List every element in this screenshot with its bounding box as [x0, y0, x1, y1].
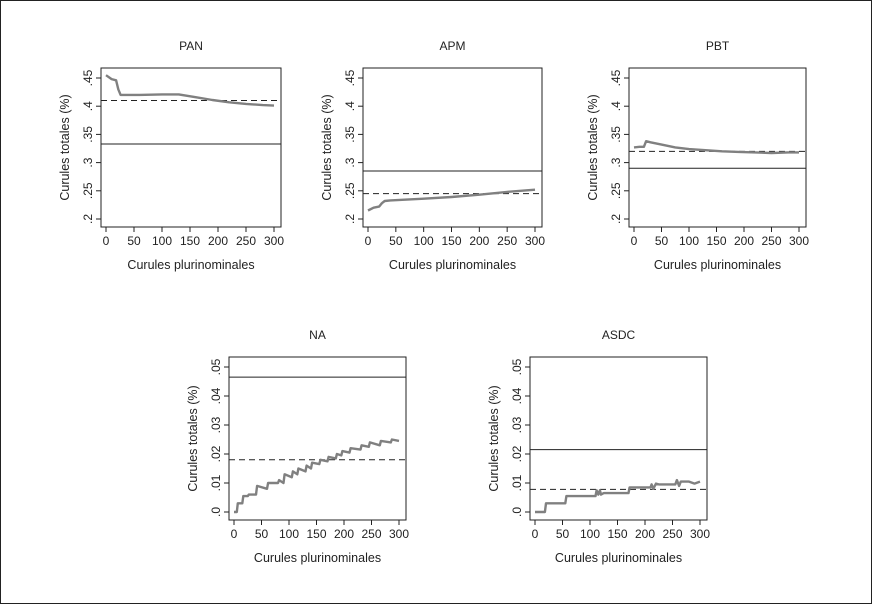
- y-tick-label: .4: [81, 101, 95, 111]
- plot-border: [362, 67, 543, 228]
- series-line: [105, 74, 275, 107]
- x-tick-label: 50: [389, 234, 403, 248]
- x-tick-label: 50: [655, 234, 669, 248]
- chart-title: NA: [309, 328, 326, 342]
- x-axis-label: Curules plurinominales: [654, 258, 781, 272]
- y-axis-label: Curules totales (%): [58, 94, 72, 200]
- y-tick-label: .25: [609, 182, 623, 199]
- y-tick-label: .4: [609, 101, 623, 111]
- series-line: [633, 139, 799, 155]
- y-tick-label: .3: [343, 157, 357, 167]
- x-tick-label: 200: [734, 234, 754, 248]
- y-tick-label: .45: [609, 69, 623, 86]
- y-tick-label: .03: [510, 416, 524, 433]
- x-tick-label: 100: [279, 527, 299, 541]
- plot-border: [529, 356, 708, 521]
- y-tick-label: .01: [510, 474, 524, 491]
- x-axis-label: Curules plurinominales: [555, 551, 682, 565]
- y-tick-label: .02: [510, 445, 524, 462]
- x-axis-label: Curules plurinominales: [389, 258, 516, 272]
- chart-title: APM: [439, 39, 465, 53]
- y-axis-label: Curules totales (%): [487, 385, 501, 491]
- y-tick-label: .0: [209, 507, 223, 517]
- x-tick-label: 200: [334, 527, 354, 541]
- y-tick-label: .2: [343, 214, 357, 224]
- y-tick-label: .02: [209, 445, 223, 462]
- x-tick-label: 300: [389, 527, 409, 541]
- x-tick-label: 200: [208, 234, 228, 248]
- y-tick-label: .3: [609, 157, 623, 167]
- x-tick-label: 50: [255, 527, 269, 541]
- x-tick-label: 0: [231, 527, 238, 541]
- x-tick-label: 150: [306, 527, 326, 541]
- x-tick-label: 100: [679, 234, 699, 248]
- y-tick-label: .45: [81, 69, 95, 86]
- x-tick-label: 200: [469, 234, 489, 248]
- y-tick-label: .35: [81, 126, 95, 143]
- x-axis-label: Curules plurinominales: [254, 551, 381, 565]
- y-tick-label: .2: [609, 214, 623, 224]
- x-tick-label: 300: [789, 234, 809, 248]
- y-tick-label: .2: [81, 214, 95, 224]
- x-tick-label: 250: [497, 234, 517, 248]
- x-tick-label: 0: [103, 234, 110, 248]
- y-tick-label: .01: [209, 474, 223, 491]
- x-tick-label: 100: [580, 527, 600, 541]
- x-tick-label: 200: [635, 527, 655, 541]
- x-tick-label: 300: [525, 234, 545, 248]
- chart-title: PBT: [706, 39, 730, 53]
- y-tick-label: .05: [209, 358, 223, 375]
- x-tick-label: 50: [556, 527, 570, 541]
- x-tick-label: 0: [365, 234, 372, 248]
- plot-border: [628, 67, 807, 228]
- x-tick-label: 150: [441, 234, 461, 248]
- x-tick-label: 100: [152, 234, 172, 248]
- y-tick-label: .04: [209, 387, 223, 404]
- y-tick-label: .45: [343, 69, 357, 86]
- x-tick-label: 300: [690, 527, 710, 541]
- x-tick-label: 100: [414, 234, 434, 248]
- x-tick-label: 150: [607, 527, 627, 541]
- y-axis-label: Curules totales (%): [186, 385, 200, 491]
- y-tick-label: .05: [510, 358, 524, 375]
- x-tick-label: 300: [264, 234, 284, 248]
- y-tick-label: .04: [510, 387, 524, 404]
- x-tick-label: 250: [662, 527, 682, 541]
- plot-border: [100, 67, 282, 228]
- x-tick-label: 0: [532, 527, 539, 541]
- x-tick-label: 250: [361, 527, 381, 541]
- y-axis-label: Curules totales (%): [320, 94, 334, 200]
- y-tick-label: .25: [343, 182, 357, 199]
- chart-title: ASDC: [602, 328, 636, 342]
- x-tick-label: 50: [127, 234, 141, 248]
- x-tick-label: 150: [706, 234, 726, 248]
- plot-border: [228, 356, 407, 521]
- x-tick-label: 250: [761, 234, 781, 248]
- y-tick-label: .35: [609, 126, 623, 143]
- x-tick-label: 150: [180, 234, 200, 248]
- y-tick-label: .25: [81, 182, 95, 199]
- series-line: [234, 438, 400, 514]
- y-tick-label: .4: [343, 101, 357, 111]
- y-tick-label: .35: [343, 126, 357, 143]
- y-axis-label: Curules totales (%): [586, 94, 600, 200]
- y-tick-label: .03: [209, 416, 223, 433]
- x-tick-label: 250: [236, 234, 256, 248]
- x-axis-label: Curules plurinominales: [127, 258, 254, 272]
- y-tick-label: .0: [510, 507, 524, 517]
- y-tick-label: .3: [81, 157, 95, 167]
- series-line: [535, 478, 701, 514]
- chart-title: PAN: [179, 39, 203, 53]
- series-line: [367, 188, 536, 212]
- x-tick-label: 0: [631, 234, 638, 248]
